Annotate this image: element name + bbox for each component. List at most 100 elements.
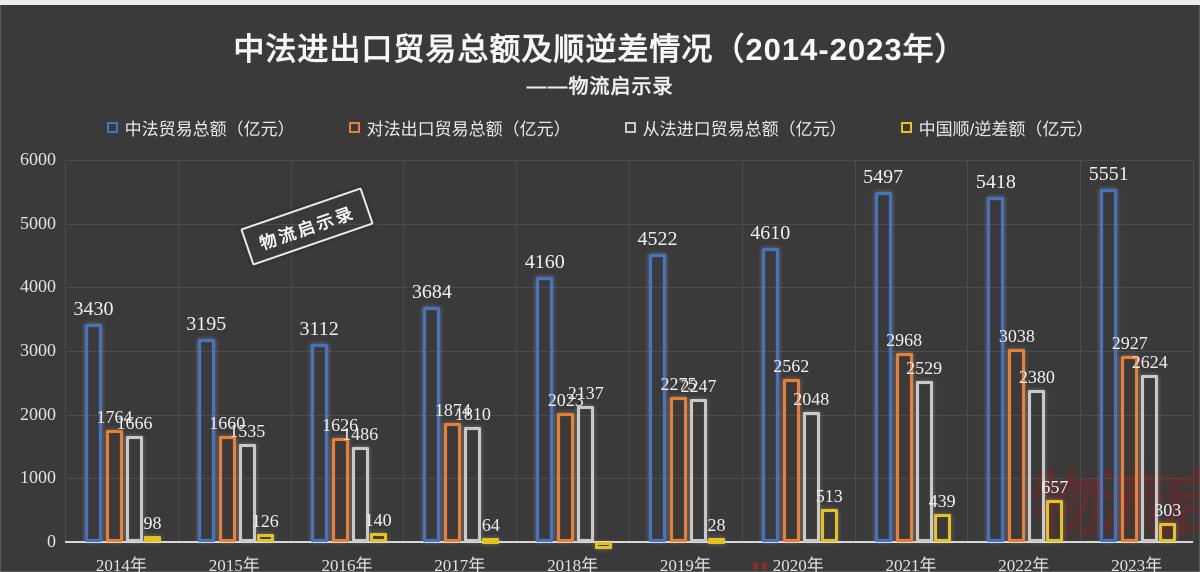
gridline-v (1080, 160, 1082, 542)
value-label-export-2016: 1626 (322, 415, 359, 436)
bar-balance-2019 (708, 538, 725, 544)
value-label-export-2021: 2968 (886, 330, 923, 351)
bar-balance-2016 (369, 533, 387, 542)
value-label-balance-2022: 657 (1041, 477, 1069, 498)
legend-label-total: 中法贸易总额（亿元） (124, 119, 295, 139)
bar-total-2014 (85, 323, 102, 542)
bar-balance-2022 (1046, 500, 1064, 542)
value-label-export-2015: 1660 (209, 413, 246, 434)
value-label-total-2015: 3195 (186, 312, 227, 335)
value-label-export-2014: 1764 (96, 406, 133, 427)
stamp-watermark: 物流启示录 (240, 187, 374, 266)
legend-item-total: 中法贸易总额（亿元） (106, 115, 295, 140)
bar-import-2017 (464, 426, 482, 542)
x-tick-label-2023: 2023年 (1111, 556, 1163, 572)
bar-total-2018 (536, 277, 554, 542)
value-label-balance-2019: 28 (707, 515, 726, 535)
value-label-total-2020: 4610 (750, 222, 791, 245)
gridline-v (967, 160, 969, 542)
bar-export-2022 (1008, 348, 1026, 542)
gridline-v (854, 160, 856, 542)
gridline-v (629, 160, 630, 542)
gridline-v (403, 160, 405, 542)
value-label-balance-2014: 98 (143, 512, 162, 533)
x-tick-label-2017: 2017年 (434, 556, 486, 572)
value-label-total-2016: 3112 (299, 317, 339, 340)
bar-export-2023 (1121, 355, 1139, 542)
value-label-total-2022: 5418 (975, 171, 1016, 194)
y-tick-label-4000: 4000 (20, 276, 56, 297)
value-label-balance-2015: 126 (251, 510, 279, 531)
bar-balance-2015 (256, 533, 274, 542)
x-tick-label-2019: 2019年 (659, 556, 711, 572)
y-tick-label-6000: 6000 (20, 149, 56, 169)
value-label-import-2016: 1486 (342, 424, 379, 445)
bar-export-2017 (444, 422, 462, 542)
x-tick-label-2016: 2016年 (321, 556, 373, 572)
bar-import-2021 (915, 380, 933, 542)
top-strip (0, 0, 1200, 5)
value-label-import-2022: 2380 (1018, 367, 1055, 388)
bar-total-2022 (987, 197, 1005, 542)
bar-total-2019 (649, 254, 666, 542)
x-tick-label-2014: 2014年 (95, 556, 147, 572)
gridline-v (177, 160, 179, 542)
value-label-import-2023: 2624 (1131, 351, 1168, 372)
y-tick-label-5000: 5000 (20, 212, 56, 233)
legend-marker-import (624, 121, 636, 133)
bar-total-2016 (310, 343, 328, 542)
x-axis-line (65, 541, 1193, 543)
bar-import-2023 (1141, 374, 1159, 542)
x-tick-label-2015: 2015年 (208, 556, 260, 572)
value-label-balance-2020: 513 (815, 486, 843, 507)
chart-subtitle: ——物流启示录 (526, 76, 674, 98)
value-label-total-2021: 5497 (863, 166, 904, 189)
chart-title: 中法进出口贸易总额及顺逆差情况（2014-2023年） (233, 32, 967, 67)
bar-total-2017 (423, 307, 441, 542)
legend-label-balance: 中国顺/逆差额（亿元） (918, 119, 1094, 139)
bar-import-2014 (126, 435, 143, 542)
bar-balance-2014 (144, 535, 161, 542)
bar-import-2016 (351, 447, 369, 542)
legend-marker-balance (900, 121, 912, 133)
y-tick-label-0: 0 (47, 531, 56, 551)
legend-label-export: 对法出口贸易总额（亿元） (366, 119, 571, 139)
bar-total-2015 (197, 338, 215, 542)
bar-balance-2018 (595, 542, 613, 550)
bar-import-2022 (1028, 390, 1046, 542)
bar-import-2018 (577, 405, 595, 542)
legend: 中法贸易总额（亿元） 对法出口贸易总额（亿元） 从法进口贸易总额（亿元） 中国顺/逆差… (0, 114, 1200, 140)
legend-marker-export (348, 121, 360, 133)
gridline-v (1193, 160, 1194, 542)
legend-marker-total (106, 121, 118, 133)
x-tick-label-2020: 2020年 (772, 556, 824, 572)
value-label-total-2019: 4522 (637, 228, 678, 251)
value-label-balance-2016: 140 (364, 510, 392, 531)
value-label-import-2014: 1666 (116, 412, 153, 433)
bar-export-2019 (670, 397, 687, 542)
x-tick-label-2018: 2018年 (547, 556, 599, 572)
bar-import-2015 (238, 444, 256, 542)
value-label-total-2017: 3684 (411, 281, 452, 304)
bar-import-2019 (690, 398, 707, 542)
value-label-import-2021: 2529 (906, 357, 943, 378)
value-label-balance-2017: 64 (481, 514, 500, 535)
gridline-v (516, 160, 518, 542)
value-label-total-2023: 5551 (1088, 162, 1129, 185)
bar-balance-2017 (482, 537, 500, 544)
bar-import-2020 (802, 411, 820, 542)
x-tick-label-2022: 2022年 (998, 556, 1050, 572)
bar-export-2020 (782, 378, 800, 542)
value-label-balance-2021: 439 (928, 491, 956, 512)
bar-export-2021 (895, 353, 913, 542)
value-label-export-2018: 2023 (547, 390, 584, 411)
value-label-import-2020: 2048 (793, 388, 830, 409)
value-label-export-2022: 3038 (998, 325, 1035, 346)
gridline-v (741, 160, 743, 542)
red-watermark-dots (753, 557, 775, 570)
bar-total-2021 (874, 192, 892, 542)
bar-export-2016 (331, 438, 349, 542)
value-label-export-2023: 2927 (1111, 332, 1148, 353)
bar-balance-2021 (933, 514, 951, 542)
